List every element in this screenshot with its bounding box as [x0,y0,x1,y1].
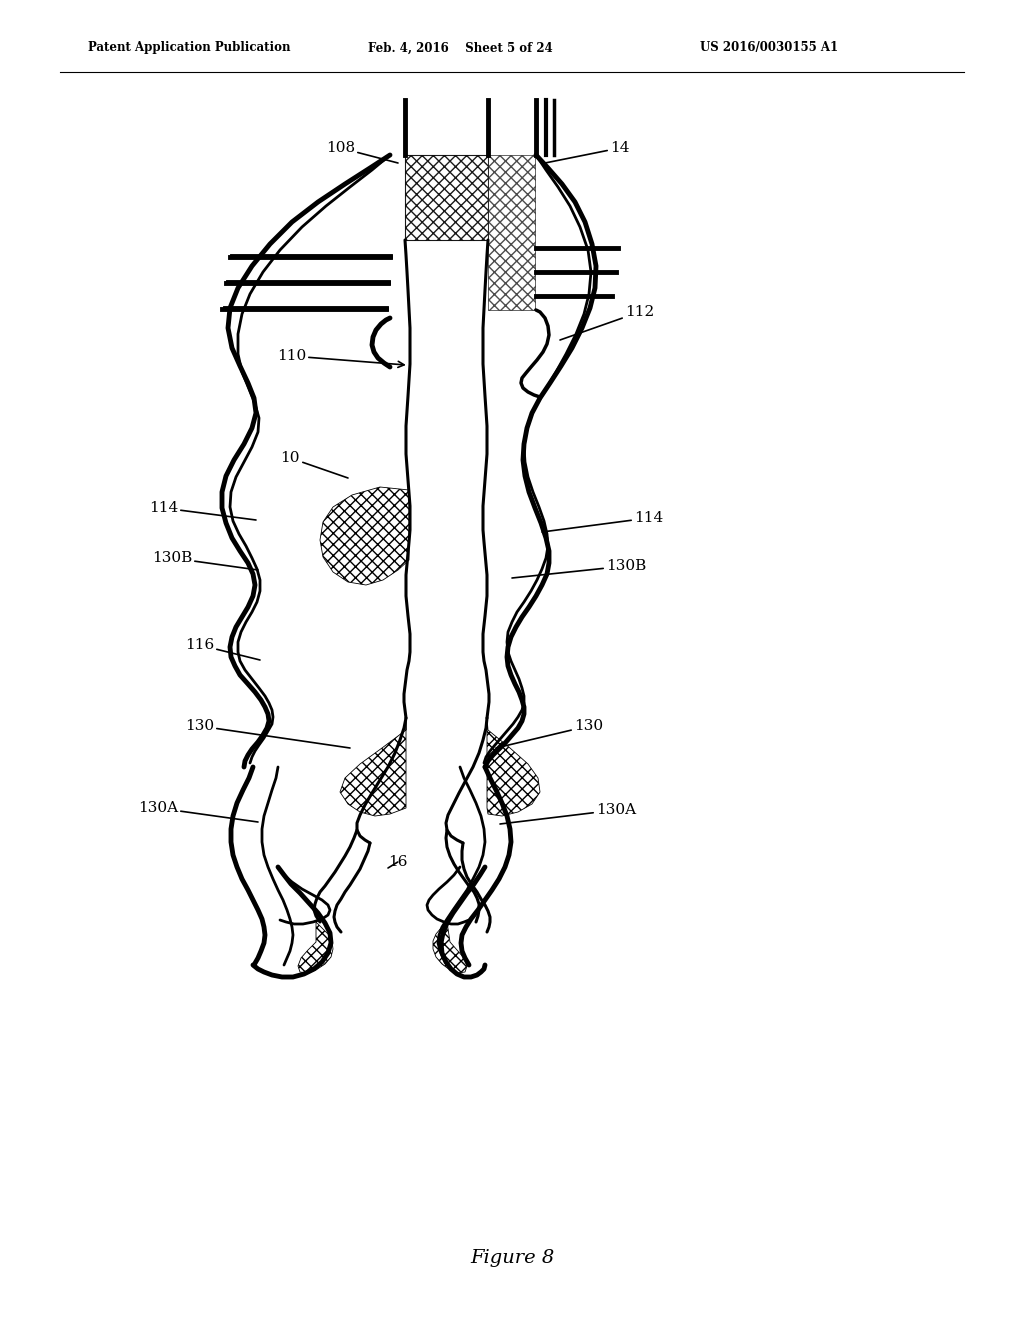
Text: 114: 114 [542,511,664,532]
Text: 14: 14 [545,141,630,162]
Polygon shape [433,921,467,973]
Text: Patent Application Publication: Patent Application Publication [88,41,291,54]
Text: 110: 110 [276,348,404,367]
Polygon shape [340,718,406,816]
Text: 130B: 130B [512,558,646,578]
Text: 10: 10 [281,451,348,478]
Text: US 2016/0030155 A1: US 2016/0030155 A1 [700,41,838,54]
Polygon shape [319,487,409,585]
Polygon shape [406,154,488,240]
Text: 16: 16 [388,855,408,869]
Text: 130: 130 [496,719,603,748]
Text: 130B: 130B [152,550,258,570]
Polygon shape [234,154,584,770]
Polygon shape [487,718,540,816]
Polygon shape [488,154,535,310]
Text: 108: 108 [326,141,398,162]
Text: Figure 8: Figure 8 [470,1249,554,1267]
Text: 130A: 130A [500,803,636,824]
Text: 130A: 130A [138,801,258,822]
Text: 116: 116 [184,638,260,660]
Text: 112: 112 [560,305,654,341]
Text: 130: 130 [185,719,350,748]
Polygon shape [298,921,333,973]
Text: 114: 114 [148,502,256,520]
Text: Feb. 4, 2016    Sheet 5 of 24: Feb. 4, 2016 Sheet 5 of 24 [368,41,553,54]
